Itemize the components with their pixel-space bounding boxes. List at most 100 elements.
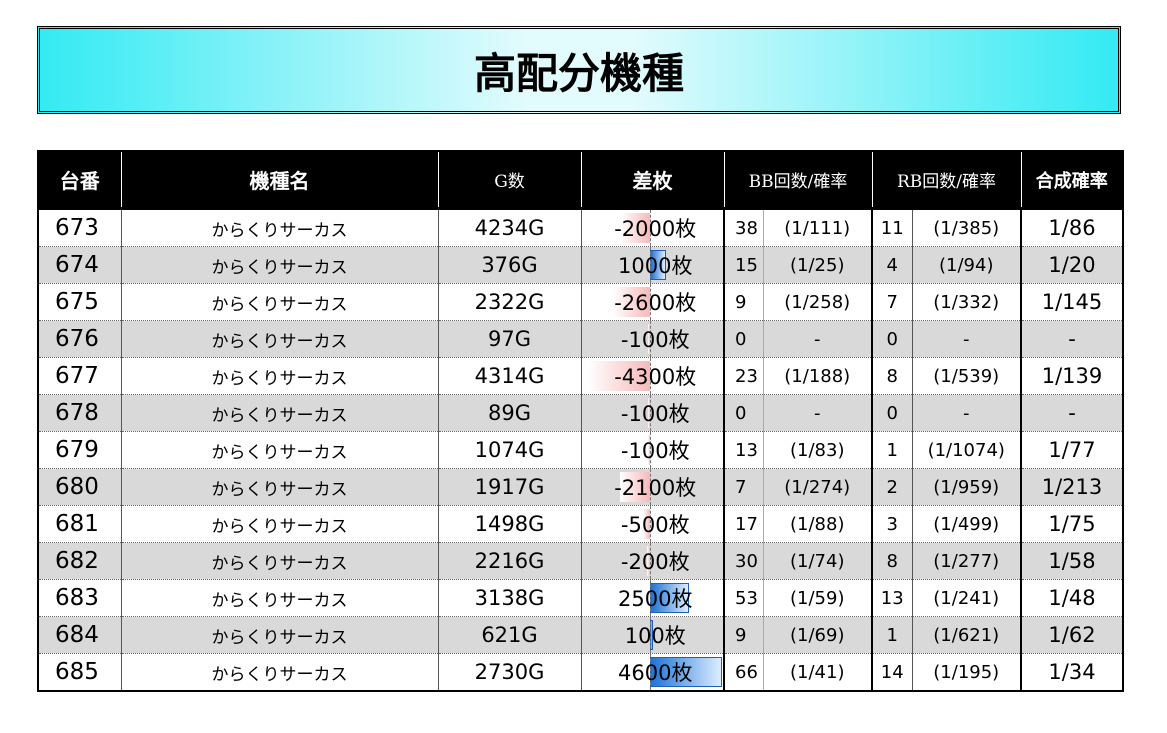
zero-axis-line [649, 321, 651, 357]
model-name-cell: からくりサーカス [121, 357, 439, 395]
game-count-cell: 1074G [438, 431, 582, 469]
bb-count-cell: 23 [723, 357, 764, 395]
machine-data-table: 台番 機種名 G数 差枚 BB回数/確率 RB回数/確率 合成確率 673 からく… [37, 150, 1124, 692]
coin-difference-bar [612, 287, 650, 317]
game-count-cell: 1917G [438, 468, 582, 506]
coin-difference-value: 4600枚 [618, 661, 693, 685]
bb-probability-cell: - [763, 320, 873, 358]
game-count-cell: 4234G [438, 207, 582, 247]
machine-number-cell: 680 [38, 468, 122, 506]
coin-difference-value: -4300枚 [614, 365, 697, 389]
game-count-cell: 89G [438, 394, 582, 432]
coin-difference-value: -2100枚 [614, 476, 697, 500]
bb-probability-cell: (1/59) [763, 579, 873, 617]
bb-probability-cell: (1/88) [763, 505, 873, 543]
page-title-banner: 高配分機種 [37, 26, 1121, 114]
zero-axis-line [649, 358, 651, 394]
bb-count-cell: 30 [723, 542, 764, 580]
model-name-cell: からくりサーカス [121, 394, 439, 432]
coin-difference-bar [619, 472, 650, 502]
coin-difference-value: 100枚 [624, 624, 686, 648]
combined-probability-cell: 1/145 [1020, 283, 1124, 321]
rb-count-cell: 8 [871, 357, 913, 395]
model-name-cell: からくりサーカス [121, 616, 439, 654]
combined-probability-cell: 1/139 [1020, 357, 1124, 395]
bb-count-cell: 9 [723, 616, 764, 654]
game-count-cell: 4314G [438, 357, 582, 395]
model-name-cell: からくりサーカス [121, 468, 439, 506]
game-count-cell: 2322G [438, 283, 582, 321]
table-row: 675 からくりサーカス 2322G -2600枚 9 (1/258) 7 (1/332) 1/… [38, 283, 1124, 321]
machine-number-cell: 685 [38, 653, 122, 692]
table-row: 683 からくりサーカス 3138G 2500枚 53 (1/59) 13 (1/241) 1/… [38, 579, 1124, 617]
header-coin-difference: 差枚 [580, 151, 725, 209]
machine-number-cell: 682 [38, 542, 122, 580]
rb-probability-cell: (1/195) [912, 653, 1022, 692]
table-row: 677 からくりサーカス 4314G -4300枚 23 (1/188) 8 (1/539) 1… [38, 357, 1124, 395]
rb-count-cell: 0 [871, 320, 913, 358]
bb-probability-cell: (1/74) [763, 542, 873, 580]
table-row: 676 からくりサーカス 97G -100枚 0-0- - [38, 320, 1124, 358]
rb-probability-cell: (1/241) [912, 579, 1022, 617]
coin-difference-cell: 2500枚 [581, 579, 725, 617]
coin-difference-cell: -4300枚 [581, 357, 725, 395]
model-name-cell: からくりサーカス [121, 207, 439, 247]
coin-difference-value: -100枚 [620, 328, 690, 352]
zero-axis-line [649, 543, 651, 579]
model-name-cell: からくりサーカス [121, 246, 439, 284]
zero-axis-line [649, 506, 651, 542]
rb-count-cell: 8 [871, 542, 913, 580]
combined-probability-cell: 1/62 [1020, 616, 1124, 654]
header-rb: RB回数/確率 [871, 151, 1022, 209]
rb-count-cell: 1 [871, 616, 913, 654]
bb-probability-cell: (1/69) [763, 616, 873, 654]
rb-count-cell: 14 [871, 653, 913, 692]
game-count-cell: 2216G [438, 542, 582, 580]
zero-axis-line [649, 469, 651, 505]
bb-probability-cell: (1/111) [763, 207, 873, 247]
combined-probability-cell: 1/48 [1020, 579, 1124, 617]
bb-count-cell: 0 [723, 320, 764, 358]
coin-difference-bar [647, 435, 650, 465]
model-name-cell: からくりサーカス [121, 283, 439, 321]
rb-count-cell: 4 [871, 246, 913, 284]
coin-difference-value: -100枚 [620, 439, 690, 463]
combined-probability-cell: 1/34 [1020, 653, 1124, 692]
game-count-cell: 2730G [438, 653, 582, 692]
zero-axis-line [649, 395, 651, 431]
bb-count-cell: 9 [723, 283, 764, 321]
coin-difference-bar [620, 213, 650, 243]
zero-axis-line [649, 580, 651, 616]
zero-axis-line [649, 432, 651, 468]
rb-count-cell: 2 [871, 468, 913, 506]
coin-difference-cell: -100枚 [581, 431, 725, 469]
header-machine-number: 台番 [37, 151, 122, 209]
coin-difference-value: 2500枚 [618, 587, 693, 611]
combined-probability-cell: - [1020, 320, 1124, 358]
bb-count-cell: 17 [723, 505, 764, 543]
header-bb: BB回数/確率 [723, 151, 873, 209]
coin-difference-cell: -500枚 [581, 505, 725, 543]
rb-probability-cell: (1/385) [912, 207, 1022, 247]
model-name-cell: からくりサーカス [121, 505, 439, 543]
rb-count-cell: 3 [871, 505, 913, 543]
model-name-cell: からくりサーカス [121, 653, 439, 692]
rb-probability-cell: (1/332) [912, 283, 1022, 321]
combined-probability-cell: 1/77 [1020, 431, 1124, 469]
machine-number-cell: 678 [38, 394, 122, 432]
bb-probability-cell: (1/188) [763, 357, 873, 395]
page-title: 高配分機種 [473, 48, 684, 98]
model-name-cell: からくりサーカス [121, 542, 439, 580]
combined-probability-cell: 1/86 [1020, 207, 1124, 247]
zero-axis-line [649, 211, 651, 246]
coin-difference-value: -100枚 [620, 402, 690, 426]
coin-difference-value: -200枚 [620, 550, 690, 574]
rb-count-cell: 7 [871, 283, 913, 321]
bb-count-cell: 7 [723, 468, 764, 506]
bb-count-cell: 53 [723, 579, 764, 617]
coin-difference-value: 1000枚 [618, 254, 693, 278]
rb-probability-cell: (1/621) [912, 616, 1022, 654]
rb-probability-cell: (1/499) [912, 505, 1022, 543]
rb-probability-cell: - [912, 320, 1022, 358]
coin-difference-value: -500枚 [620, 513, 690, 537]
